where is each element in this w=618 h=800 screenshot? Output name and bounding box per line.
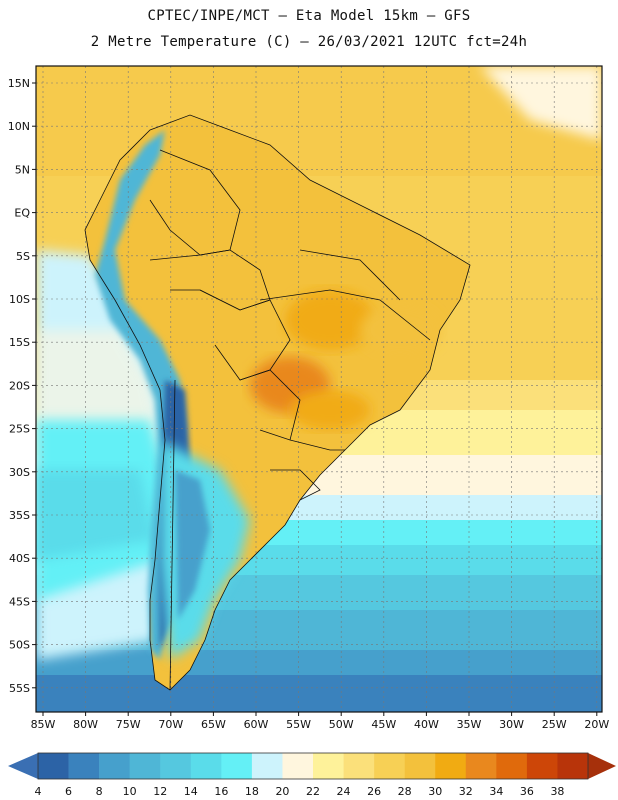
colorbar-frame bbox=[37, 752, 589, 780]
lon-label: 55W bbox=[286, 718, 311, 731]
colorbar-segment bbox=[221, 753, 253, 779]
lat-label: 15S bbox=[9, 336, 30, 349]
title-line-2: 2 Metre Temperature (C) – 26/03/2021 12U… bbox=[90, 34, 528, 50]
colorbar-tick-label: 16 bbox=[214, 785, 228, 798]
lat-label: 45S bbox=[9, 595, 30, 608]
colorbar-tick-label: 32 bbox=[459, 785, 473, 798]
colorbar-tick-label: 18 bbox=[245, 785, 259, 798]
lat-label: 50S bbox=[9, 639, 30, 652]
colorbar-tick-label: 26 bbox=[367, 785, 381, 798]
colorbar-segment bbox=[282, 753, 314, 779]
colorbar-segment bbox=[404, 753, 436, 779]
colorbar-segment bbox=[38, 753, 69, 779]
lon-label: 45W bbox=[371, 718, 396, 731]
colorbar-segment bbox=[343, 753, 375, 779]
lat-label: 5S bbox=[16, 250, 30, 263]
colorbar-tick-label: 4 bbox=[35, 785, 42, 798]
lon-label: 20W bbox=[584, 718, 609, 731]
lat-label: 25S bbox=[9, 423, 30, 436]
lon-label: 30W bbox=[499, 718, 524, 731]
colorbar-segment bbox=[313, 753, 344, 779]
lon-label: 50W bbox=[329, 718, 354, 731]
title-line-1: CPTEC/INPE/MCT – Eta Model 15km – GFS bbox=[147, 8, 471, 24]
colorbar-tick-label: 20 bbox=[275, 785, 289, 798]
colorbar-tick-label: 6 bbox=[65, 785, 72, 798]
colorbar-tick-label: 24 bbox=[337, 785, 351, 798]
colorbar-segment bbox=[160, 753, 192, 779]
colorbar-high-arrow bbox=[588, 753, 616, 779]
colorbar-segment bbox=[465, 753, 497, 779]
lon-label: 35W bbox=[457, 718, 482, 731]
colorbar-segment bbox=[68, 753, 100, 779]
lat-label: 40S bbox=[9, 552, 30, 565]
lon-label: 40W bbox=[414, 718, 439, 731]
colorbar-segment bbox=[190, 753, 222, 779]
lat-label: EQ bbox=[14, 207, 30, 220]
colorbar-tick-label: 14 bbox=[184, 785, 198, 798]
lat-label: 30S bbox=[9, 466, 30, 479]
colorbar-segment bbox=[374, 753, 405, 779]
lat-label: 35S bbox=[9, 509, 30, 522]
colorbar-tick-label: 38 bbox=[550, 785, 564, 798]
lat-label: 20S bbox=[9, 379, 30, 392]
colorbar-tick-label: 12 bbox=[153, 785, 167, 798]
lat-label: 10S bbox=[9, 293, 30, 306]
colorbar-tick-label: 10 bbox=[123, 785, 137, 798]
colorbar-segment bbox=[526, 753, 558, 779]
colorbar: 4 6 8 10 12 14 16 18 20 22 24 26 28 30 32 34 36 38 bbox=[8, 752, 616, 798]
lat-label: 15N bbox=[8, 77, 30, 90]
lat-label: 10N bbox=[8, 120, 30, 133]
lon-label: 75W bbox=[116, 718, 141, 731]
colorbar-segment bbox=[557, 753, 589, 779]
colorbar-tick-label: 30 bbox=[428, 785, 442, 798]
colorbar-low-arrow bbox=[8, 753, 38, 779]
lat-label: 55S bbox=[9, 682, 30, 695]
lon-label: 60W bbox=[244, 718, 269, 731]
graticule bbox=[36, 66, 602, 712]
colorbar-segment bbox=[435, 753, 467, 779]
lon-label: 70W bbox=[158, 718, 183, 731]
lon-label: 65W bbox=[201, 718, 226, 731]
map-frame bbox=[35, 65, 603, 713]
colorbar-segment bbox=[496, 753, 528, 779]
lon-label: 85W bbox=[31, 718, 56, 731]
colorbar-segment bbox=[129, 753, 161, 779]
lon-label: 25W bbox=[542, 718, 567, 731]
lon-label: 80W bbox=[73, 718, 98, 731]
colorbar-tick-label: 34 bbox=[489, 785, 503, 798]
colorbar-tick-label: 22 bbox=[306, 785, 320, 798]
longitude-axis: 85W 80W 75W 70W 65W 60W 55W 50W 45W 40W 35W 30W 25W 2… bbox=[31, 712, 609, 731]
colorbar-tick-label: 28 bbox=[398, 785, 412, 798]
colorbar-segment bbox=[99, 753, 130, 779]
colorbar-tick-label: 36 bbox=[520, 785, 534, 798]
country-borders bbox=[84, 114, 471, 691]
colorbar-tick-label: 8 bbox=[96, 785, 103, 798]
temperature-field bbox=[36, 66, 602, 712]
colorbar-segment bbox=[251, 753, 283, 779]
lat-label: 5N bbox=[15, 163, 30, 176]
latitude-axis: 15N 10N 5N EQ 5S 10S 15S 20S 25S 30S 35S 40S 45S 50S 5… bbox=[8, 77, 36, 695]
